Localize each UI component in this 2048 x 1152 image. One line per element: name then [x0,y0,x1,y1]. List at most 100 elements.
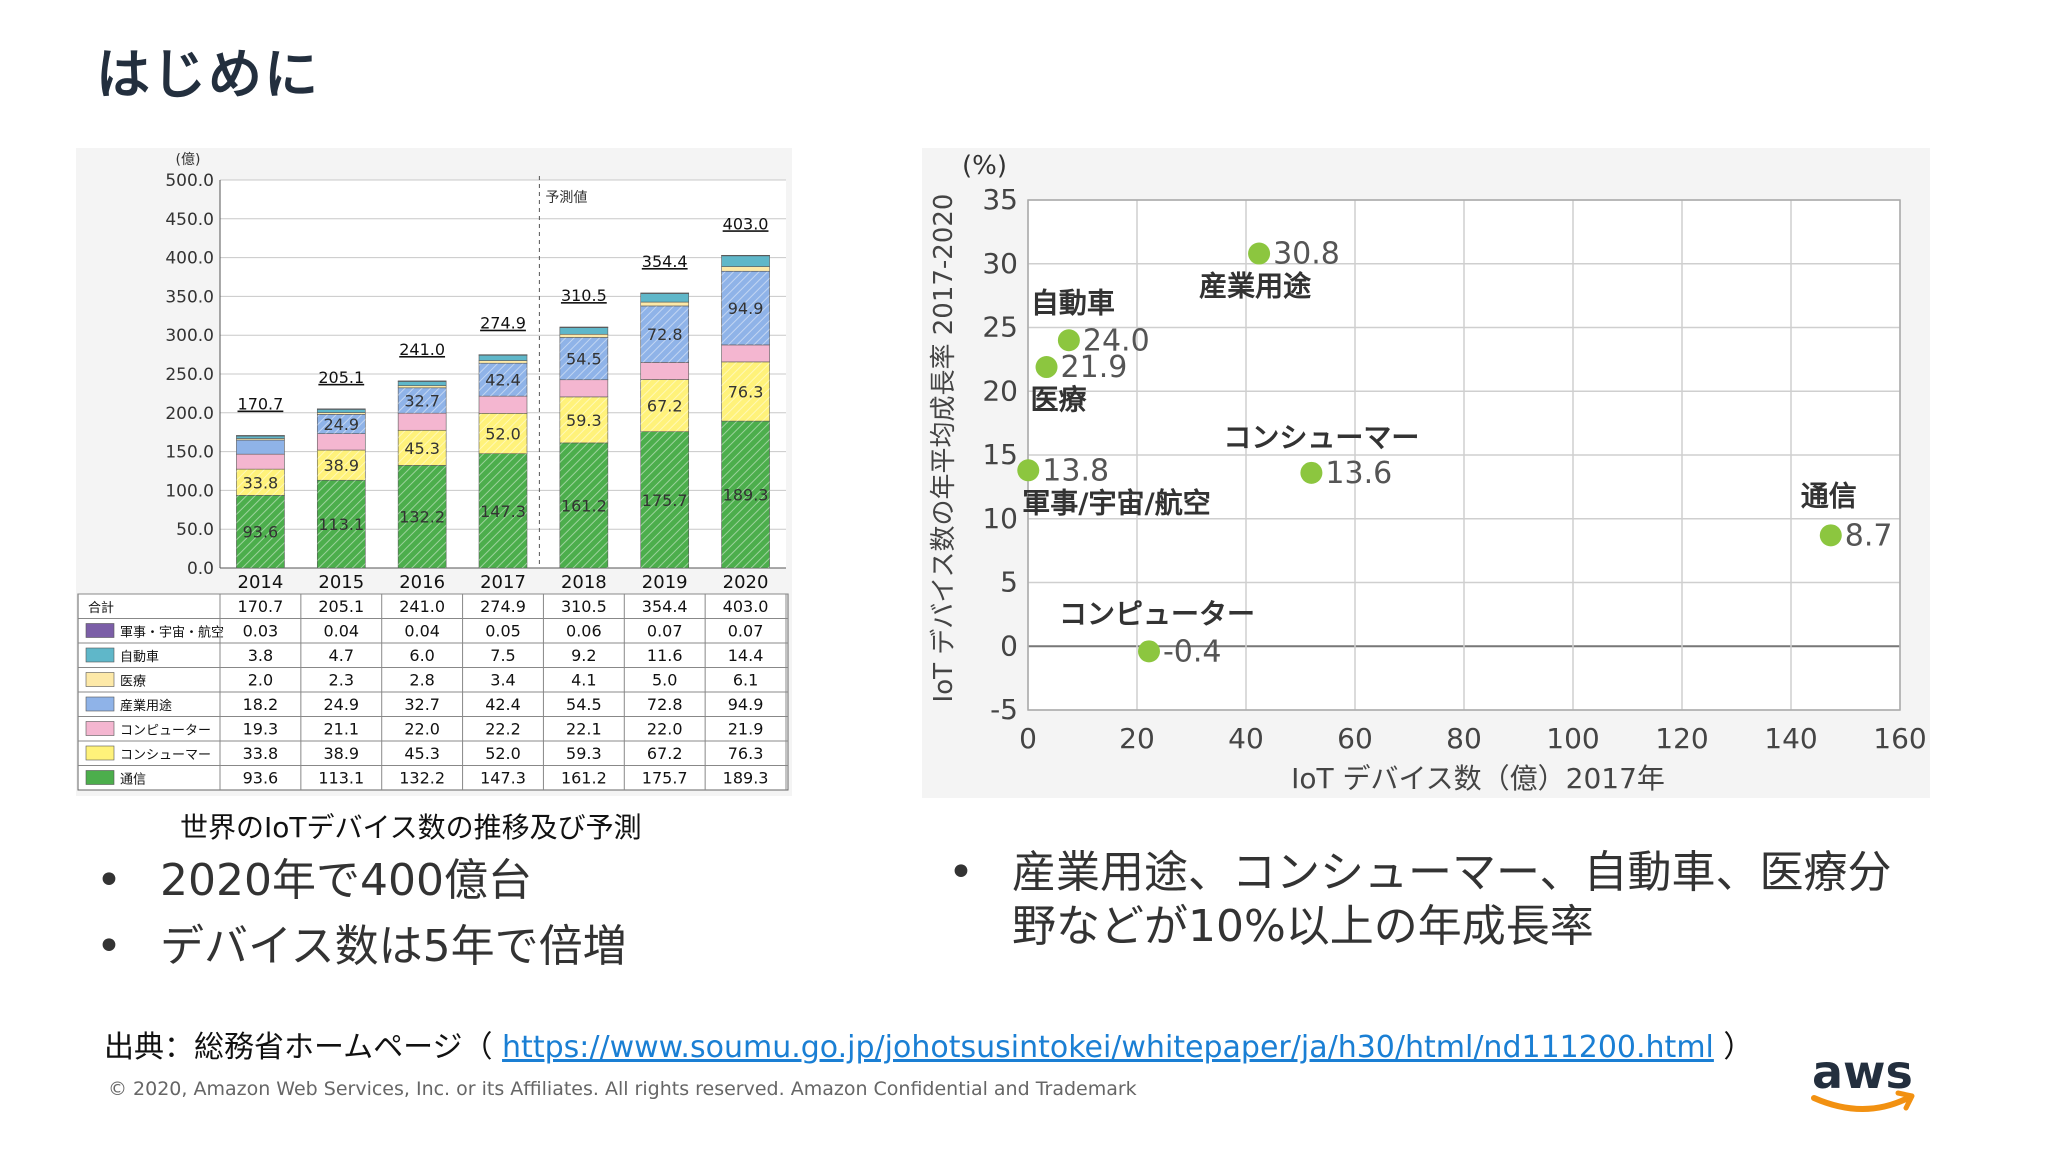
bar-segment [397,385,447,389]
bar-segment-label: 42.4 [485,371,521,390]
table-row-label: 通信 [120,773,146,788]
x-tick-label: 2016 [399,572,445,593]
table-cell: 24.9 [323,695,359,714]
table-cell: 14.4 [728,646,764,665]
bar-segment-label: 189.3 [723,486,769,505]
bar-total-label: 274.9 [480,314,526,333]
table-row-label: 軍事・宇宙・航空 [120,625,224,641]
table-cell: 42.4 [485,695,521,714]
table-cell: 175.7 [642,769,688,788]
bar-segment-label: 33.8 [243,473,279,492]
scatter-point [1057,329,1080,352]
scatter-point [1017,459,1040,482]
bar-segment [397,380,447,382]
y-tick-label: 300.0 [165,326,214,346]
x-tick-label: 20 [1119,722,1155,755]
legend-swatch [85,721,115,736]
table-row-label: コンピューター [120,724,211,739]
forecast-label: 予測値 [545,190,587,206]
bar-total-label: 354.4 [642,252,688,271]
bar-segment [721,255,770,267]
bar-segment [640,362,690,380]
table-row-label: 産業用途 [120,698,172,714]
table-cell: 132.2 [399,769,445,788]
table-row-label: 医療 [120,675,146,690]
bar-segment [236,435,285,437]
table-cell: 0.07 [647,622,683,641]
table-cell: 4.7 [329,646,354,665]
chart-caption: 世界のIoTデバイス数の推移及び予測 [180,811,642,844]
table-cell: 310.5 [561,597,607,616]
bar-segment [721,266,770,272]
source-suffix: ） [1713,1030,1754,1065]
y-tick-label: 0.0 [187,559,214,579]
table-cell: 0.04 [323,622,359,641]
point-name-label: コンピューター [1059,597,1255,630]
bar-segment-hatch [317,480,366,568]
scatter-point [1137,640,1160,663]
table-cell: 93.6 [243,769,279,788]
y-tick-label: 25 [982,311,1018,344]
table-cell: 241.0 [399,597,445,616]
table-cell: 354.4 [642,597,688,616]
bar-segment-label: 72.8 [647,325,683,344]
scatter-chart-panel: (%) 35 30 25 20 15 10 5 0 -5 0 20 40 60 80 100 120 140 160… [922,148,1930,798]
bar-segment-hatch [479,453,527,568]
point-name-label: 医療 [1031,383,1088,416]
table-cell: 0.07 [728,622,764,641]
x-tick-label: 0 [1019,722,1037,755]
point-name-label: 産業用途 [1199,270,1312,303]
bar-segment [478,360,528,364]
y-tick-label: 150.0 [165,443,214,463]
point-value-label: 30.8 [1273,237,1340,272]
table-cell: 72.8 [647,695,683,714]
bar-segment-hatch [559,396,608,443]
bar-segment [316,433,366,451]
table-cell: 6.0 [409,646,434,665]
scatter-point [1035,356,1058,379]
table-cell: 11.6 [647,646,683,665]
table-cell: 274.9 [480,597,526,616]
table-cell: 4.1 [571,671,596,690]
y-tick-label: 350.0 [165,287,214,307]
aws-logo: aws [1811,1046,1915,1112]
stacked-bar-chart: (億) 500.0 450.0 400.0 350.0 300.0 250.0 200.0 15… [77,152,789,791]
legend-swatch [85,647,115,663]
table-cell: 205.1 [318,597,364,616]
bar-segment-label: 45.3 [404,439,440,458]
bullet-list-right: 産業用途、コンシューマー、自動車、医療分野などが10%以上の年成長率 [948,846,1928,954]
bar-segment-label: 175.7 [642,491,688,510]
x-axis-label: IoT デバイス数（億）2017年 [1291,762,1665,795]
bar-segment [640,292,690,294]
bar-segment-label: 147.3 [480,502,526,521]
bar-segment-label: 67.2 [647,397,683,416]
bar-segment [236,453,285,470]
bar-segment [478,354,528,356]
table-cell: 6.1 [733,671,758,690]
legend-swatch [85,745,115,761]
table-cell: 2.8 [409,671,434,690]
table-row-label: コンシューマー [120,748,211,763]
bar-segment-hatch [479,413,527,454]
x-tick-label: 2017 [480,572,526,593]
table-cell: 2.0 [248,671,273,690]
table-cell: 403.0 [723,597,769,616]
bar-segment [640,301,690,307]
bar-segment-hatch [559,442,608,568]
table-cell: 5.0 [652,671,677,690]
bar-segment [559,326,609,335]
scatter-point [1248,242,1271,265]
bar-segment-label: 132.2 [399,508,445,527]
bar-segment-label: 24.9 [323,415,359,434]
bullet-item: 産業用途、コンシューマー、自動車、医療分野などが10%以上の年成長率 [948,846,1928,954]
x-tick-label: 2020 [723,572,769,593]
source-link[interactable]: https://www.soumu.go.jp/johotsusintokei/… [502,1030,1714,1065]
x-tick-label: 2019 [642,572,688,593]
table-cell: 22.0 [647,720,683,739]
bar-segment-hatch [559,337,608,380]
legend-swatch [85,672,115,687]
bar-segment [478,354,528,361]
y-unit-label: (%) [962,151,1007,181]
y-tick-label: 20 [982,374,1018,407]
